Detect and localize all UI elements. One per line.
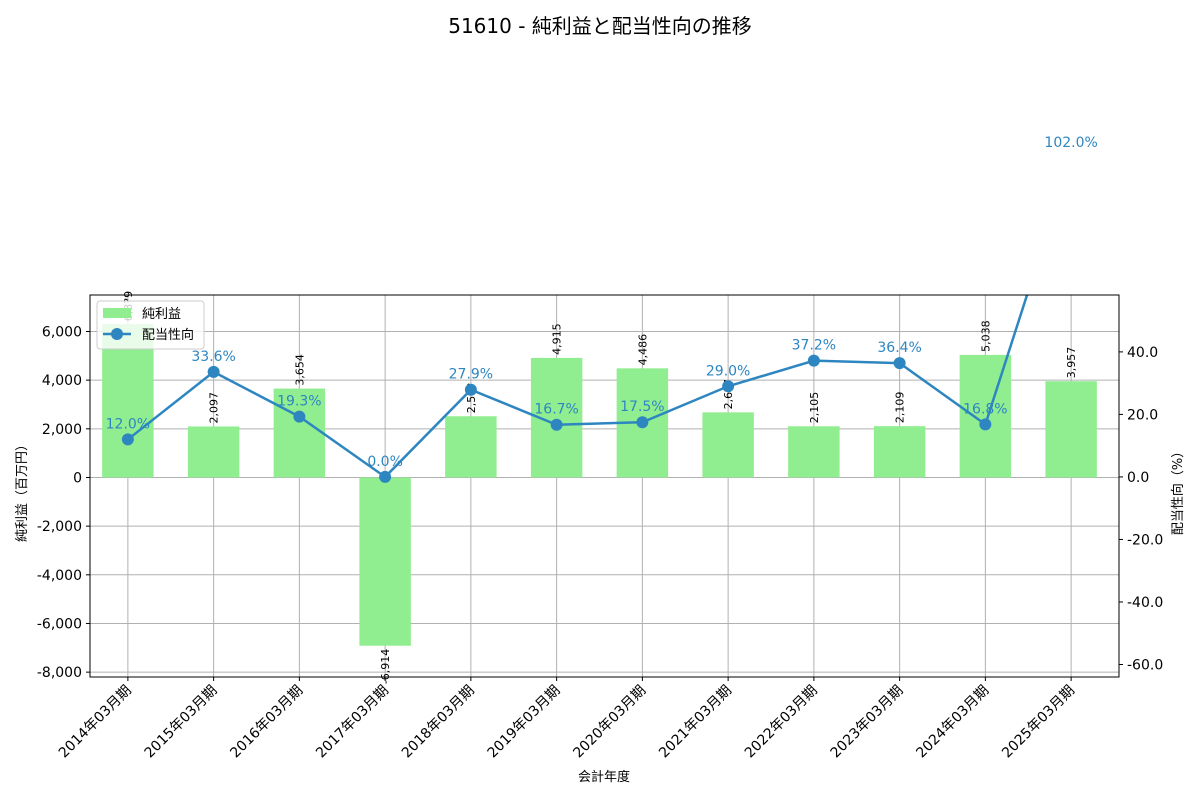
y-tick-label: -4,000 bbox=[37, 568, 82, 584]
y-right-tick-label: 20.0 bbox=[1127, 407, 1158, 423]
legend-label-net-income: 純利益 bbox=[142, 307, 181, 322]
y-tick-label: -6,000 bbox=[37, 616, 82, 632]
line-marker bbox=[979, 418, 992, 431]
bar-value-label: 3,957 bbox=[1065, 347, 1078, 379]
line-marker bbox=[293, 410, 306, 423]
point-value-label: 16.7% bbox=[534, 402, 578, 418]
bar-value-label: 2,097 bbox=[208, 392, 221, 424]
bar bbox=[873, 426, 926, 478]
point-value-label: 19.3% bbox=[277, 394, 321, 410]
point-value-label: 29.0% bbox=[706, 363, 750, 379]
y-right-tick-label: 0.0 bbox=[1127, 470, 1149, 486]
line-marker bbox=[464, 383, 477, 396]
y-axis-label: 純利益（百万円） bbox=[15, 438, 30, 542]
grid bbox=[90, 295, 1119, 677]
point-value-label: 17.5% bbox=[620, 399, 664, 415]
legend-bar-swatch bbox=[103, 308, 131, 318]
bar bbox=[102, 324, 154, 478]
line-marker bbox=[379, 470, 392, 483]
bar bbox=[445, 416, 497, 478]
point-value-label: 36.4% bbox=[877, 340, 921, 356]
y-tick-label: 6,000 bbox=[42, 324, 82, 340]
bar-value-label: 2,105 bbox=[808, 392, 821, 424]
bar-value-label: 4,915 bbox=[551, 323, 564, 355]
point-value-label: 0.0% bbox=[367, 454, 403, 470]
line-marker bbox=[207, 365, 220, 378]
x-tick-label: 2023年03月期 bbox=[828, 683, 907, 762]
y-axis-right-label: 配当性向（%） bbox=[1170, 445, 1186, 535]
legend-marker-icon bbox=[111, 328, 123, 340]
bar-value-label: -6,914 bbox=[379, 649, 392, 684]
y-right-tick-label: -60.0 bbox=[1127, 657, 1163, 673]
plot-frame bbox=[89, 294, 1120, 678]
x-tick-label: 2019年03月期 bbox=[485, 683, 564, 762]
bar-value-label: 4,486 bbox=[636, 334, 649, 366]
x-tick-label: 2015年03月期 bbox=[142, 683, 221, 762]
x-tick-label: 2016年03月期 bbox=[227, 683, 306, 762]
point-value-label: 12.0% bbox=[106, 416, 150, 432]
point-value-label: 16.8% bbox=[963, 401, 1007, 417]
point-value-label: 33.6% bbox=[191, 349, 235, 365]
bar-value-label: 3,654 bbox=[293, 354, 306, 386]
bar bbox=[959, 354, 1012, 478]
bar bbox=[187, 426, 240, 478]
bar bbox=[702, 412, 754, 478]
bar-series: 6,3?92,0973,654-6,9142,51?4,9154,4862,6?… bbox=[102, 291, 1097, 684]
y-tick-label: 2,000 bbox=[42, 422, 82, 438]
bar-value-label: 2,109 bbox=[894, 392, 907, 424]
x-tick-label: 2021年03月期 bbox=[656, 683, 735, 762]
chart-title: 51610 - 純利益と配当性向の推移 bbox=[448, 14, 752, 38]
point-value-label: 102.0% bbox=[1044, 135, 1097, 151]
bar bbox=[1045, 381, 1097, 478]
legend-label-payout-ratio: 配当性向 bbox=[142, 327, 194, 343]
line-marker bbox=[807, 354, 820, 367]
point-value-label: 37.2% bbox=[792, 338, 836, 354]
bar bbox=[273, 388, 326, 478]
bar bbox=[359, 477, 411, 646]
x-tick-label: 2025年03月期 bbox=[999, 683, 1078, 762]
y-right-tick-label: 40.0 bbox=[1127, 345, 1158, 361]
point-value-label: 27.9% bbox=[449, 367, 493, 383]
payout-ratio-line bbox=[127, 295, 1029, 479]
bar bbox=[788, 426, 840, 478]
x-tick-label: 2024年03月期 bbox=[913, 683, 992, 762]
x-tick-label: 2022年03月期 bbox=[742, 683, 821, 762]
x-tick-label: 2014年03月期 bbox=[56, 683, 135, 762]
y-tick-label: -2,000 bbox=[37, 519, 82, 535]
y-tick-label: 4,000 bbox=[42, 373, 82, 389]
x-axis-label: 会計年度 bbox=[578, 769, 630, 785]
x-tick-label: 2018年03月期 bbox=[399, 683, 478, 762]
y-right-tick-label: -40.0 bbox=[1127, 595, 1163, 611]
line-marker bbox=[121, 433, 134, 446]
y-tick-label: -8,000 bbox=[37, 665, 82, 681]
line-series: 12.0% 33.6% 19.3% 0.0% 27.9% 16.7% 17.5% 29.0% 3… bbox=[106, 135, 1098, 483]
line-marker bbox=[550, 418, 563, 431]
bar-value-label: 5,038 bbox=[979, 320, 992, 352]
y-tick-label: 0 bbox=[73, 470, 82, 486]
x-tick-label: 2020年03月期 bbox=[570, 683, 649, 762]
line-marker bbox=[636, 416, 649, 429]
x-tick-label: 2017年03月期 bbox=[313, 683, 392, 762]
line-marker bbox=[722, 380, 735, 393]
y-right-tick-label: -20.0 bbox=[1127, 532, 1163, 548]
line-marker bbox=[893, 357, 906, 370]
